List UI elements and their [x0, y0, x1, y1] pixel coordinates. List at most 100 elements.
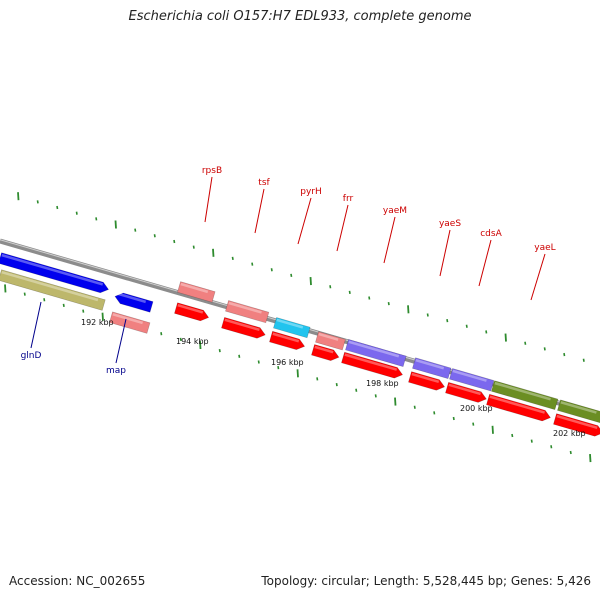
- glnD-feature: [0, 252, 109, 294]
- bottom-tick-mark: [472, 422, 475, 426]
- pink-feature-lower: [109, 311, 151, 334]
- olive-feature-1-shape: [491, 380, 559, 411]
- gene-leader-line: [254, 188, 265, 234]
- yaeM-feature: [345, 338, 407, 367]
- top-tick-mark: [426, 313, 429, 317]
- scale-label: 200 kbp: [460, 404, 493, 413]
- red-feature-end-shine: [556, 414, 598, 430]
- gene-label-top: yaeS: [439, 219, 461, 229]
- top-tick-mark: [231, 256, 234, 261]
- yaeM-red-feature-shape: [341, 351, 404, 379]
- bottom-tick-mark: [238, 354, 241, 358]
- frr-feature-shine: [318, 332, 339, 341]
- gene-label-bottom: map: [106, 366, 126, 376]
- gene-label-top: rpsB: [202, 166, 222, 176]
- top-tick-mark: [173, 239, 176, 244]
- top-tick-mark: [465, 324, 468, 328]
- glnD-feature-shape: [0, 252, 109, 294]
- bottom-tick-mark: [589, 454, 592, 463]
- gene-leader-line: [30, 301, 42, 349]
- frr-red-feature-shape: [311, 344, 340, 361]
- gene-label-top: tsf: [258, 178, 270, 188]
- rpsB-feature-shape: [177, 281, 216, 303]
- cdsA-red-feature-shape: [445, 381, 487, 403]
- bottom-tick-mark: [257, 360, 260, 364]
- gene-label-top: yaeL: [534, 243, 555, 253]
- yaeS-red-feature-shape: [408, 371, 446, 391]
- khaki-feature-shape: [0, 269, 106, 311]
- rpsB-feature-shine: [180, 282, 209, 294]
- frr-feature-shape: [315, 331, 346, 351]
- pyrH-red-feature: [269, 330, 306, 350]
- pyrH-feature: [273, 317, 311, 339]
- top-tick-mark: [114, 220, 117, 229]
- top-tick-mark: [348, 290, 351, 294]
- bottom-tick-mark: [23, 292, 26, 296]
- top-tick-mark: [95, 217, 98, 221]
- top-tick-mark: [407, 305, 410, 314]
- bottom-tick-mark: [43, 298, 46, 302]
- bottom-tick-mark: [277, 365, 280, 370]
- gene-leader-line: [530, 253, 546, 301]
- khaki-feature: [0, 269, 106, 311]
- pyrH-feature-shine: [276, 318, 304, 329]
- top-tick-mark: [56, 205, 59, 210]
- top-tick-mark: [524, 341, 527, 345]
- top-tick-mark: [192, 245, 195, 249]
- bottom-tick-mark: [101, 312, 104, 321]
- gene-label-bottom: glnD: [21, 351, 42, 361]
- top-tick-mark: [36, 200, 39, 204]
- yaeS-purple-feature: [412, 357, 452, 380]
- bottom-tick-mark: [199, 340, 202, 350]
- olive-feature-2-shape: [557, 399, 600, 424]
- top-tick-mark: [153, 234, 156, 238]
- gene-label-top: cdsA: [480, 229, 502, 239]
- cdsA-red-feature: [445, 381, 487, 403]
- bottom-tick-mark: [394, 397, 397, 406]
- bottom-tick-mark: [82, 309, 85, 313]
- bottom-tick-mark: [335, 382, 338, 387]
- gene-leader-line: [383, 216, 396, 264]
- bottom-tick-mark: [296, 369, 299, 378]
- rpsB-red-feature-shape: [174, 302, 210, 322]
- top-tick-mark: [290, 273, 293, 278]
- top-tick-mark: [75, 211, 78, 215]
- map-feature-shape: [114, 292, 154, 313]
- yaeM-feature-shape: [345, 338, 407, 367]
- tsf-feature-shine: [228, 301, 262, 314]
- top-tick-mark: [309, 276, 312, 286]
- bottom-tick-mark: [433, 411, 436, 415]
- bottom-tick-mark: [530, 439, 533, 443]
- tsf-red-feature-shine: [224, 318, 260, 332]
- top-tick-mark: [270, 268, 273, 272]
- map-feature: [114, 292, 154, 313]
- olive-feature-2-shine: [560, 401, 597, 414]
- pyrH-red-feature-shine: [272, 332, 300, 343]
- olive-feature-1-shine: [494, 381, 551, 401]
- yaeL-red-feature-shine: [489, 395, 545, 414]
- gene-leader-line: [115, 318, 127, 364]
- top-tick-mark: [582, 358, 585, 362]
- yaeS-red-feature: [408, 371, 446, 391]
- cdsA-purple-feature-shine: [452, 369, 487, 382]
- top-tick-mark: [251, 262, 254, 266]
- top-tick-mark: [485, 330, 488, 334]
- yaeS-purple-feature-shine: [415, 359, 445, 370]
- top-tick-mark: [543, 347, 546, 351]
- bottom-tick-mark: [413, 405, 416, 409]
- bottom-tick-mark: [218, 349, 221, 353]
- bottom-tick-mark: [374, 394, 377, 398]
- yaeM-feature-shine: [348, 340, 400, 358]
- yaeM-red-feature-shine: [344, 353, 398, 371]
- cdsA-purple-feature-shape: [449, 368, 495, 392]
- top-tick-mark: [368, 296, 371, 300]
- scale-label: 196 kbp: [271, 358, 304, 367]
- scale-label: 194 kbp: [176, 337, 209, 346]
- tsf-feature-shape: [225, 300, 270, 324]
- tsf-red-feature: [221, 317, 266, 339]
- rpsB-red-feature-shine: [177, 303, 204, 314]
- gene-leader-line: [478, 239, 492, 287]
- top-tick-mark: [504, 333, 507, 342]
- gene-leader-line: [439, 229, 451, 277]
